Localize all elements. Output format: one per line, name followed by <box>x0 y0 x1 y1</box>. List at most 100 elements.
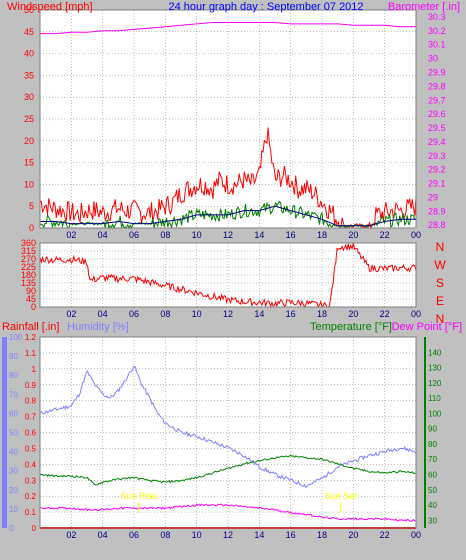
x-tick-label: 20 <box>348 230 358 240</box>
direction-tick-label: 135 <box>21 278 36 288</box>
barometer-tick-label: 29.4 <box>428 137 446 147</box>
wind-tick-label: 25 <box>24 114 34 124</box>
barometer-tick-label: 29.6 <box>428 109 446 119</box>
rainfall-tick-label: 0 <box>32 524 37 533</box>
humidity-line <box>39 365 417 488</box>
x-tick-label: 04 <box>98 530 108 540</box>
barometer-axis-title: Barometer [.in] <box>388 1 460 13</box>
barometer-tick-label: 29.8 <box>428 81 446 91</box>
sun-annotation-label: Sun Set <box>325 491 358 501</box>
compass-label: S <box>436 276 444 290</box>
barometer-tick-label: 29.1 <box>428 179 446 189</box>
temperature-tick-label: 80 <box>428 440 437 449</box>
x-tick-label: 08 <box>160 530 170 540</box>
wind-tick-label: 5 <box>29 201 34 211</box>
rainfall-tick-label: 0.8 <box>25 397 37 406</box>
rainfall-tick-label: 0.9 <box>25 381 37 390</box>
x-tick-label: 22 <box>380 530 390 540</box>
x-tick-label: 16 <box>286 309 296 319</box>
x-tick-label: 20 <box>348 309 358 319</box>
plot-border <box>39 336 417 529</box>
humidity-tick-label: 50 <box>9 429 18 438</box>
x-tick-label: 14 <box>254 530 264 540</box>
temperature-line <box>39 454 416 486</box>
humidity-tick-label: 10 <box>9 505 18 514</box>
x-tick-label: 18 <box>317 230 327 240</box>
barometer-tick-label: 28.9 <box>428 206 446 216</box>
humidity-tick-label: 80 <box>9 371 18 380</box>
humidity-tick-label: 70 <box>9 390 18 399</box>
barometer-tick-label: 29.7 <box>428 95 446 105</box>
rainfall-tick-label: 0.7 <box>25 413 37 422</box>
direction-plot-area <box>40 243 416 307</box>
wind-tick-label: 0 <box>29 223 34 233</box>
x-tick-label: 12 <box>223 530 233 540</box>
wind-average-trend-line <box>40 205 416 227</box>
x-tick-label: 12 <box>223 230 233 240</box>
barometer-tick-label: 29.2 <box>428 165 446 175</box>
humidity-tick-label: 0 <box>9 524 14 533</box>
humidity-tick-label: 60 <box>9 409 18 418</box>
x-tick-label: 00 <box>411 309 421 319</box>
temperature-tick-label: 90 <box>428 425 437 434</box>
x-tick-label: 14 <box>254 309 264 319</box>
barometer-tick-label: 30.1 <box>428 40 446 50</box>
temperature-tick-label: 70 <box>428 455 437 464</box>
page-title: 24 hour graph day : September 07 2012 <box>168 1 363 13</box>
direction-tick-label: 90 <box>26 286 36 296</box>
barometer-tick-label: 29.9 <box>428 67 446 77</box>
dewpoint-line <box>39 503 416 522</box>
barometer-tick-label: 30.2 <box>428 26 446 36</box>
x-tick-label: 16 <box>286 230 296 240</box>
direction-tick-label: 0 <box>31 302 36 312</box>
plot-border <box>39 242 417 308</box>
wind-tick-label: 20 <box>24 136 34 146</box>
temperature-tick-label: 60 <box>428 471 437 480</box>
barometer-tick-label: 29 <box>428 192 438 202</box>
x-tick-label: 04 <box>98 230 108 240</box>
compass-label: W <box>434 258 446 272</box>
x-tick-label: 14 <box>254 230 264 240</box>
compass-label: N <box>436 312 445 326</box>
temperature-tick-label: 110 <box>428 394 441 403</box>
temperature-axis-title: Temperature [°F] <box>310 321 392 333</box>
x-tick-label: 12 <box>223 309 233 319</box>
barometer-tick-label: 29.3 <box>428 151 446 161</box>
temperature-tick-label: 140 <box>428 348 442 357</box>
wind-tick-label: 50 <box>24 5 34 15</box>
barometer-tick-label: 29.5 <box>428 123 446 133</box>
humidity-tick-label: 40 <box>9 448 18 457</box>
barometer-tick-label: 30 <box>428 54 438 64</box>
barometer-tick-label: 28.8 <box>428 220 446 230</box>
temperature-tick-label: 30 <box>428 516 437 525</box>
rainfall-tick-label: 0.1 <box>25 508 37 517</box>
plot-border <box>39 9 417 229</box>
humidity-tick-label: 30 <box>9 467 18 476</box>
x-tick-label: 08 <box>160 309 170 319</box>
wind-tick-label: 15 <box>24 158 34 168</box>
wind-tick-label: 35 <box>24 70 34 80</box>
humidity-tick-label: 100 <box>9 333 23 342</box>
sun-annotation-label: Sun Rise <box>120 491 157 501</box>
rainfall-tick-label: 0.4 <box>25 460 37 469</box>
x-tick-label: 02 <box>66 230 76 240</box>
rainfall-tick-label: 0.5 <box>25 444 37 453</box>
rainfall-tick-label: 1.1 <box>25 349 37 358</box>
x-tick-label: 22 <box>380 230 390 240</box>
chart-marks <box>39 9 417 529</box>
x-tick-label: 20 <box>348 530 358 540</box>
humidity-tick-label: 20 <box>9 486 18 495</box>
wind-speed-line <box>39 127 417 230</box>
compass-label: N <box>436 240 445 254</box>
x-tick-label: 22 <box>380 309 390 319</box>
temperature-tick-label: 130 <box>428 364 442 373</box>
humidity-tick-label: 90 <box>9 352 18 361</box>
wind-tick-label: 40 <box>24 49 34 59</box>
direction-tick-label: 180 <box>21 270 36 280</box>
rainfall-tick-label: 0.6 <box>25 429 37 438</box>
direction-tick-label: 45 <box>26 294 36 304</box>
x-tick-label: 06 <box>129 530 139 540</box>
x-tick-label: 16 <box>286 530 296 540</box>
rainfall-tick-label: 0.2 <box>25 492 37 501</box>
barometer-tick-label: 30.3 <box>428 12 446 22</box>
